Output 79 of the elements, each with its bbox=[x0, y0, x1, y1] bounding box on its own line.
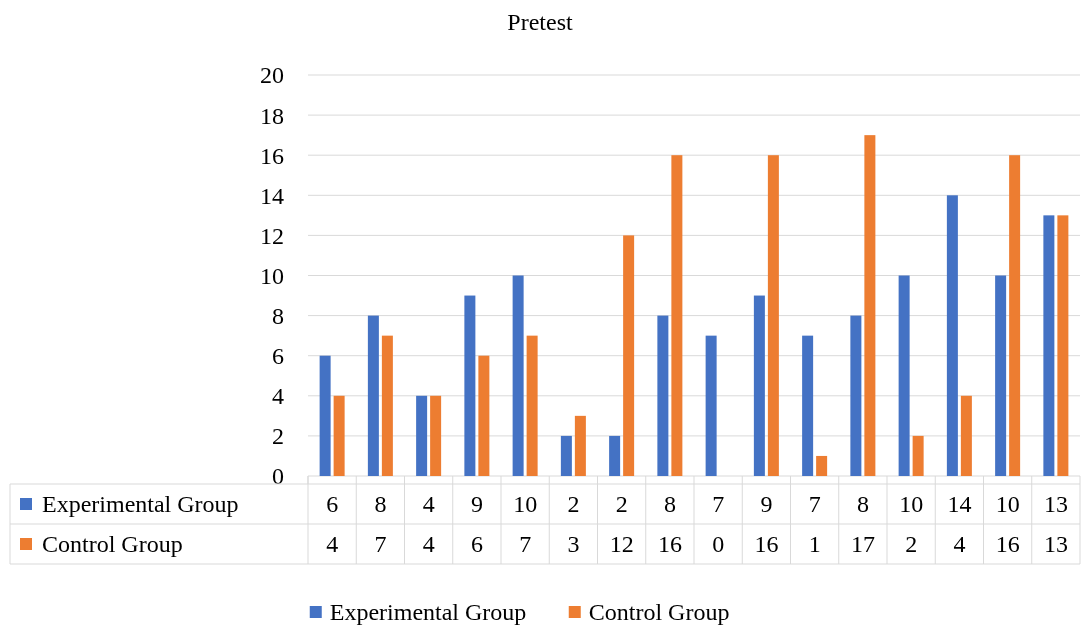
bar bbox=[333, 395, 345, 476]
bar bbox=[898, 275, 910, 476]
y-tick-label: 8 bbox=[272, 303, 284, 329]
bar bbox=[671, 155, 683, 476]
data-label: 17 bbox=[850, 531, 875, 558]
bar bbox=[864, 135, 876, 476]
data-label: 4 bbox=[326, 531, 339, 558]
data-label: 1 bbox=[808, 531, 821, 558]
bar bbox=[850, 315, 862, 476]
bar bbox=[705, 335, 717, 476]
bar bbox=[1057, 215, 1069, 476]
data-label: 8 bbox=[663, 491, 676, 518]
data-label: 2 bbox=[615, 491, 628, 518]
data-label: 9 bbox=[470, 491, 483, 518]
bar bbox=[753, 295, 765, 476]
data-label: 13 bbox=[1043, 531, 1068, 558]
bar bbox=[560, 435, 572, 476]
bar bbox=[478, 355, 490, 476]
bar bbox=[657, 315, 669, 476]
y-tick-label: 16 bbox=[260, 142, 284, 169]
data-label: 14 bbox=[947, 491, 972, 518]
y-tick-label: 18 bbox=[260, 102, 284, 129]
data-label: 10 bbox=[995, 491, 1020, 518]
data-label: 10 bbox=[513, 491, 538, 518]
bar bbox=[526, 335, 538, 476]
bar bbox=[416, 395, 428, 476]
bar bbox=[623, 235, 635, 476]
bar bbox=[381, 335, 393, 476]
y-tick-label: 6 bbox=[272, 343, 284, 370]
data-label: 8 bbox=[374, 491, 387, 518]
bar bbox=[430, 395, 442, 476]
bar bbox=[464, 295, 476, 476]
y-tick-label: 2 bbox=[272, 423, 284, 450]
data-label: 12 bbox=[609, 531, 634, 558]
bar bbox=[816, 455, 828, 476]
y-tick-label: 10 bbox=[260, 262, 284, 289]
bar bbox=[367, 315, 379, 476]
legend-label: Experimental Group bbox=[42, 491, 239, 518]
bar bbox=[512, 275, 524, 476]
bar bbox=[609, 435, 621, 476]
data-label: 4 bbox=[422, 531, 435, 558]
data-label: 9 bbox=[760, 491, 773, 518]
data-label: 7 bbox=[374, 531, 387, 558]
y-tick-label: 14 bbox=[260, 182, 284, 209]
bar bbox=[767, 155, 779, 476]
y-tick-label: 4 bbox=[272, 383, 284, 410]
data-label: 0 bbox=[712, 531, 725, 558]
bar bbox=[946, 195, 958, 476]
chart-title: Pretest bbox=[507, 9, 573, 35]
bar bbox=[1009, 155, 1021, 476]
data-label: 8 bbox=[856, 491, 869, 518]
data-label: 16 bbox=[657, 531, 682, 558]
text: Experimental Group bbox=[329, 599, 527, 626]
bar bbox=[912, 435, 924, 476]
data-label: 2 bbox=[567, 491, 580, 518]
bar bbox=[319, 355, 331, 476]
y-tick-label: 0 bbox=[272, 463, 284, 490]
bar bbox=[960, 395, 972, 476]
bar bbox=[1043, 215, 1055, 476]
data-label: 4 bbox=[953, 531, 966, 558]
bar bbox=[574, 415, 586, 476]
data-label: 6 bbox=[326, 491, 339, 518]
y-tick-label: 12 bbox=[260, 222, 284, 249]
data-label: 2 bbox=[905, 531, 918, 558]
y-tick-label: 20 bbox=[260, 62, 284, 89]
legend-label: Control Group bbox=[588, 599, 730, 626]
data-label: 16 bbox=[995, 531, 1020, 558]
data-label: 7 bbox=[712, 491, 725, 518]
data-label: 3 bbox=[567, 531, 580, 558]
data-label: 16 bbox=[754, 531, 779, 558]
bar bbox=[802, 335, 814, 476]
data-label: 10 bbox=[899, 491, 924, 518]
data-label: 7 bbox=[519, 531, 532, 558]
data-label: 4 bbox=[422, 491, 435, 518]
data-label: 6 bbox=[470, 531, 483, 558]
bar bbox=[995, 275, 1007, 476]
text: Control Group bbox=[42, 531, 183, 558]
data-label: 13 bbox=[1043, 491, 1068, 518]
data-label: 7 bbox=[808, 491, 821, 518]
